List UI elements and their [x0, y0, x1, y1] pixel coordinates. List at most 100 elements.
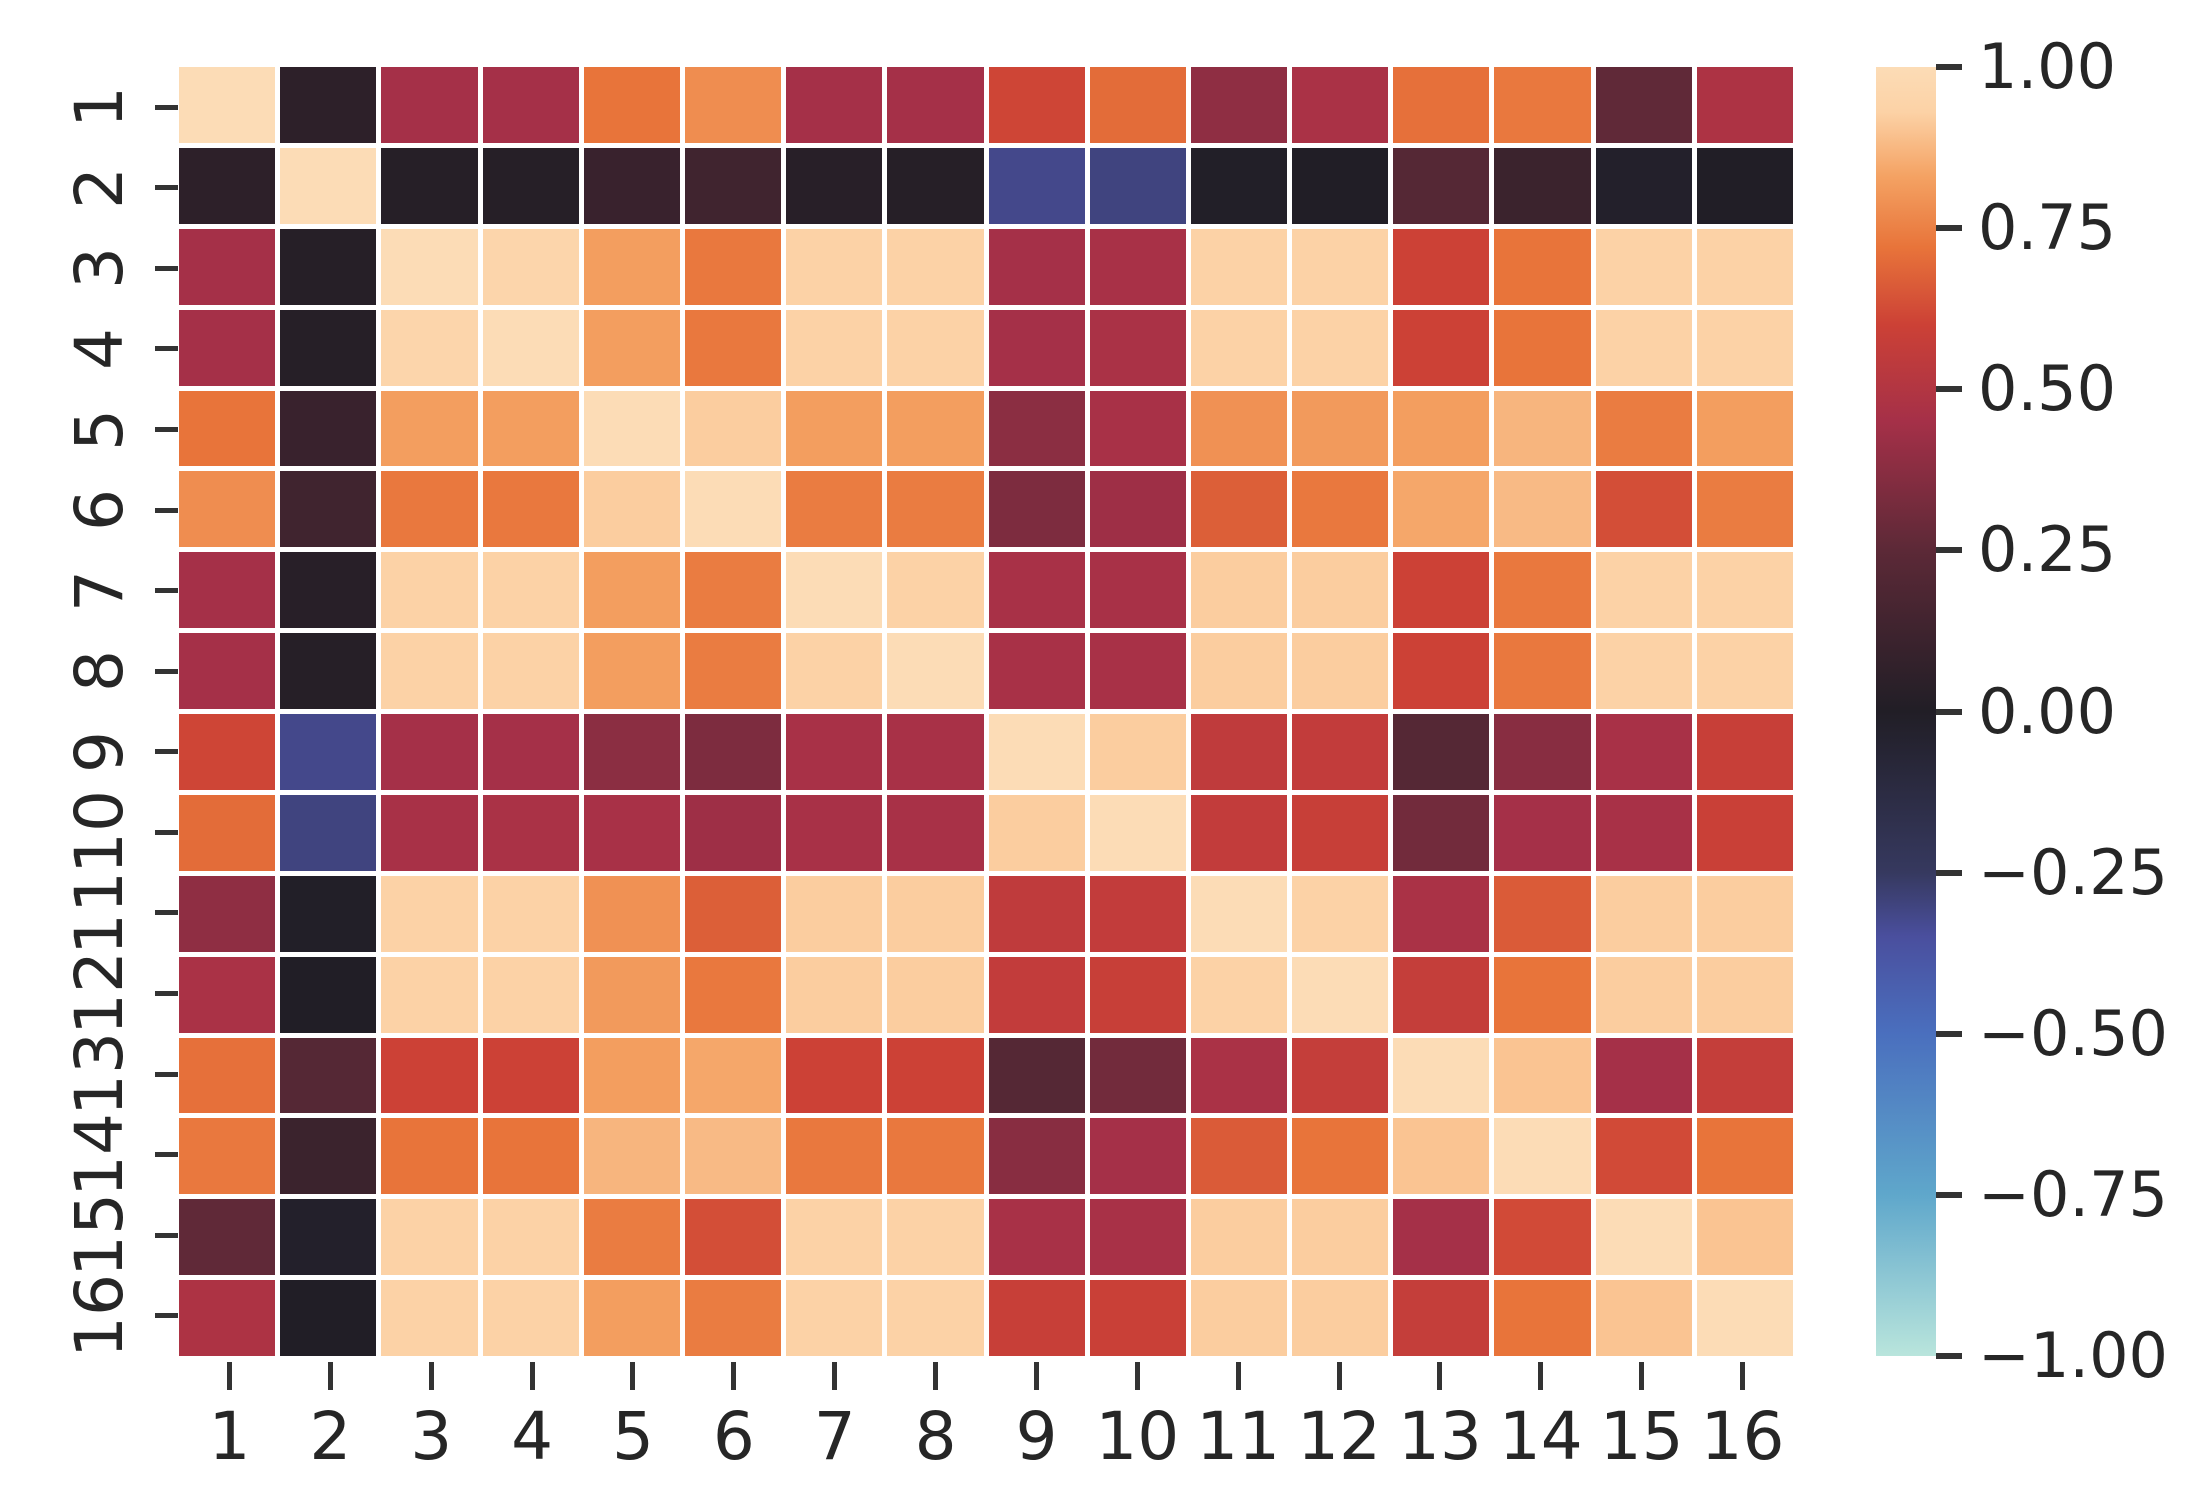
heatmap-cell [684, 1280, 782, 1356]
y-tick-label: 10 [61, 790, 138, 875]
heatmap-cell [482, 875, 579, 952]
y-tick-mark [155, 185, 178, 191]
heatmap-cell [381, 471, 478, 548]
heatmap-cell [1393, 471, 1490, 548]
heatmap-cell [684, 1199, 782, 1276]
heatmap-cell [988, 875, 1085, 952]
heatmap-cell [887, 1280, 984, 1356]
heatmap-cell [482, 956, 579, 1033]
heatmap-cell [1494, 956, 1591, 1033]
heatmap-cell [786, 552, 883, 629]
colorbar [1876, 67, 1936, 1356]
heatmap-cell [280, 1118, 377, 1195]
heatmap-cell [179, 1118, 276, 1195]
heatmap-cell [1190, 1118, 1288, 1195]
colorbar-tick-label: 0.25 [1978, 513, 2117, 587]
heatmap-cell [684, 147, 782, 224]
heatmap-cell [583, 794, 680, 871]
heatmap-cell [482, 471, 579, 548]
x-tick-mark [529, 1362, 535, 1390]
heatmap-cell [381, 1280, 478, 1356]
heatmap-cell [1292, 228, 1389, 305]
heatmap-cell [280, 1199, 377, 1276]
heatmap-cell [1292, 390, 1389, 467]
heatmap-cell [684, 552, 782, 629]
heatmap-cell [1292, 1199, 1389, 1276]
colorbar-tick-mark [1936, 708, 1962, 715]
y-tick-mark [155, 668, 178, 674]
heatmap-cell [1190, 714, 1288, 790]
heatmap-cell [1089, 471, 1186, 548]
colorbar-tick-label: −0.25 [1978, 835, 2168, 909]
heatmap-cell [179, 794, 276, 871]
heatmap-cell [684, 471, 782, 548]
heatmap-cell [583, 714, 680, 790]
x-tick-mark [832, 1362, 838, 1390]
heatmap-cell [583, 1280, 680, 1356]
heatmap-cell [482, 1037, 579, 1114]
y-tick-label: 7 [61, 569, 138, 612]
heatmap-cell [179, 633, 276, 709]
x-tick-label: 14 [1498, 1398, 1583, 1475]
heatmap-cell [381, 309, 478, 386]
heatmap-cell [988, 1280, 1085, 1356]
heatmap-cell [179, 956, 276, 1033]
heatmap-cell [1696, 875, 1793, 952]
y-tick-mark [155, 829, 178, 835]
heatmap-cell [1089, 1199, 1186, 1276]
heatmap-cell [1190, 228, 1288, 305]
heatmap-cell [381, 390, 478, 467]
heatmap-cell [988, 147, 1085, 224]
heatmap-cell [988, 1037, 1085, 1114]
heatmap-cell [280, 552, 377, 629]
heatmap-cell [482, 633, 579, 709]
heatmap-cell [1089, 714, 1186, 790]
heatmap-cell [1292, 714, 1389, 790]
y-tick-label: 15 [61, 1193, 138, 1278]
heatmap-cell [1292, 67, 1389, 143]
colorbar-tick-label: 0.75 [1978, 191, 2117, 265]
heatmap-cell [988, 1118, 1085, 1195]
heatmap-cell [786, 471, 883, 548]
heatmap-cell [583, 471, 680, 548]
heatmap-cell [381, 1199, 478, 1276]
heatmap-cell [684, 1037, 782, 1114]
y-tick-mark [155, 104, 178, 110]
heatmap-cell [482, 1118, 579, 1195]
x-tick-mark [1437, 1362, 1443, 1390]
heatmap-cell [1393, 956, 1490, 1033]
heatmap-cell [179, 228, 276, 305]
heatmap-cell [381, 1037, 478, 1114]
heatmap-cell [381, 956, 478, 1033]
x-tick-mark [933, 1362, 939, 1390]
heatmap-cell [179, 1037, 276, 1114]
heatmap-cell [1595, 1118, 1692, 1195]
heatmap-cell [887, 1118, 984, 1195]
heatmap-cell [786, 714, 883, 790]
heatmap-cell [482, 1199, 579, 1276]
heatmap-cell [1494, 1280, 1591, 1356]
colorbar-gradient [1876, 67, 1936, 1356]
heatmap-cell [1190, 633, 1288, 709]
y-tick-mark [155, 1313, 178, 1319]
heatmap-cell [1089, 1280, 1186, 1356]
heatmap-cell [1494, 1199, 1591, 1276]
heatmap-cell [179, 67, 276, 143]
heatmap-cell [887, 956, 984, 1033]
heatmap-cell [1494, 67, 1591, 143]
y-tick-mark [155, 1152, 178, 1158]
heatmap-cell [1089, 67, 1186, 143]
heatmap-cell [887, 714, 984, 790]
heatmap-cell [583, 875, 680, 952]
heatmap-cell [280, 714, 377, 790]
x-tick-label: 15 [1599, 1398, 1684, 1475]
heatmap-cell [988, 552, 1085, 629]
heatmap-cell [786, 309, 883, 386]
x-tick-mark [1134, 1362, 1140, 1390]
heatmap-cell [988, 471, 1085, 548]
heatmap-cell [684, 956, 782, 1033]
heatmap-cell [1089, 309, 1186, 386]
heatmap-cell [1595, 67, 1692, 143]
x-tick-mark [1033, 1362, 1039, 1390]
